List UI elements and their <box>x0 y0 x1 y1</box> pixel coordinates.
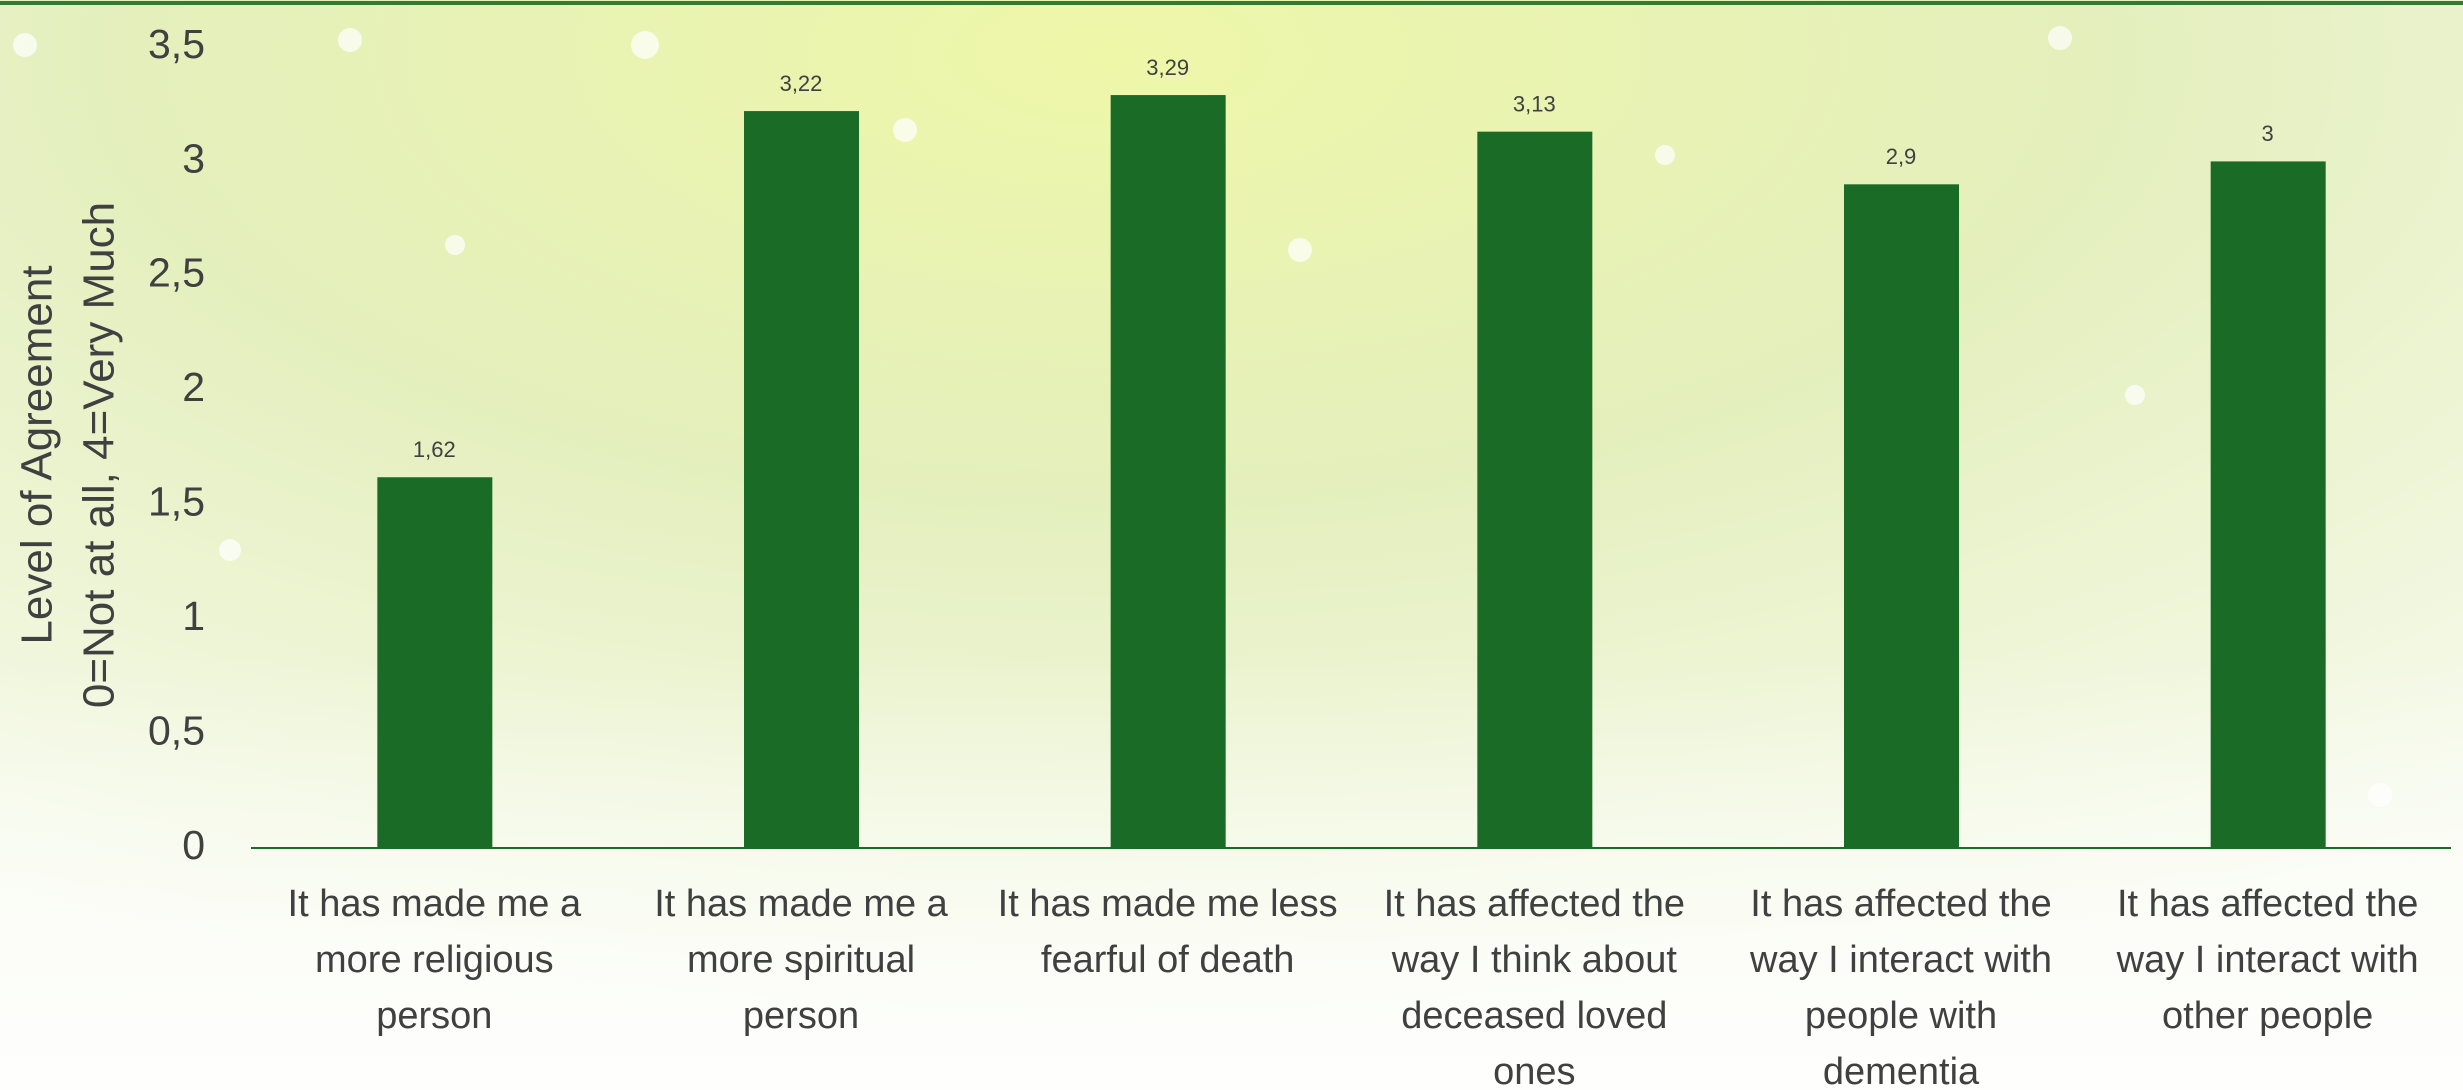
data-label: 3 <box>2262 121 2274 146</box>
x-tick-line: fearful of death <box>1041 939 1295 981</box>
bar <box>2210 161 2326 848</box>
y-tick-label: 1,5 <box>148 479 205 525</box>
x-tick-line: dementia <box>1823 1051 1980 1090</box>
x-tick-line: person <box>743 995 859 1037</box>
x-tick-label: It has made me a more religious person <box>288 883 582 1037</box>
x-tick-line: ones <box>1493 1051 1575 1090</box>
x-tick-label: It has made me less fearful of death <box>998 883 1338 981</box>
x-tick-line: It has affected the <box>1750 883 2051 925</box>
x-tick-label: It has made me a more spiritual person <box>654 883 948 1037</box>
y-tick-label: 1 <box>182 593 205 639</box>
y-axis-label: 0=Not at all, 4=Very Much <box>75 202 124 708</box>
x-tick-label: It has affected the way I interact with ot… <box>2116 883 2419 1037</box>
y-tick-label: 2,5 <box>148 250 205 296</box>
x-tick-line: other people <box>2162 995 2373 1037</box>
bar <box>744 111 859 848</box>
x-tick-line: It has made me a <box>288 883 582 925</box>
x-tick-line: way I interact with <box>1749 939 2052 981</box>
x-tick-line: way I interact with <box>2116 939 2419 981</box>
bar <box>1477 131 1593 849</box>
x-tick-line: more spiritual <box>687 939 915 981</box>
x-tick-line: It has made me less <box>998 883 1338 925</box>
data-label: 2,9 <box>1886 144 1917 169</box>
y-tick-label: 2 <box>182 364 205 410</box>
y-tick-label: 3 <box>182 135 205 181</box>
data-label: 1,62 <box>413 437 456 462</box>
x-tick-line: person <box>376 995 492 1037</box>
y-tick-label: 0,5 <box>148 707 205 753</box>
x-tick-line: way I think about <box>1391 939 1678 981</box>
x-tick-line: deceased loved <box>1401 995 1667 1037</box>
bar <box>1844 184 1959 849</box>
y-tick-label: 3,5 <box>148 21 205 67</box>
x-tick-line: more religious <box>315 939 554 981</box>
x-tick-line: It has affected the <box>2117 883 2418 925</box>
bar <box>1110 95 1226 848</box>
x-tick-line: It has made me a <box>654 883 948 925</box>
data-label: 3,29 <box>1146 55 1189 80</box>
x-tick-line: It has affected the <box>1384 883 1685 925</box>
bar <box>377 477 493 848</box>
y-tick-label: 0 <box>182 822 205 868</box>
x-tick-line: people with <box>1805 995 1997 1037</box>
x-tick-label: It has affected the way I think about dece… <box>1384 883 1685 1090</box>
x-tick-label: It has affected the way I interact with pe… <box>1749 883 2052 1090</box>
data-label: 3,22 <box>780 71 823 96</box>
y-axis-label: Level of Agreement <box>13 265 62 644</box>
data-label: 3,13 <box>1513 91 1556 116</box>
